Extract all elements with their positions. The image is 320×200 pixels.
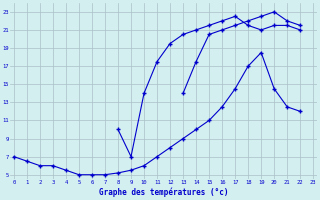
X-axis label: Graphe des températures (°c): Graphe des températures (°c) (99, 188, 228, 197)
